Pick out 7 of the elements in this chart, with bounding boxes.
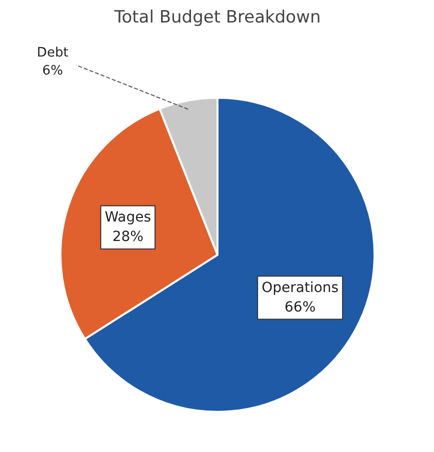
slice-label: Debt bbox=[36, 46, 68, 61]
chart-title: Total Budget Breakdown bbox=[113, 8, 321, 28]
slice-label: Operations bbox=[262, 280, 339, 296]
slice-label: Wages bbox=[104, 210, 152, 226]
data-label: 28% bbox=[112, 228, 144, 245]
data-label: 6% bbox=[42, 64, 63, 79]
data-label: 66% bbox=[284, 299, 316, 316]
